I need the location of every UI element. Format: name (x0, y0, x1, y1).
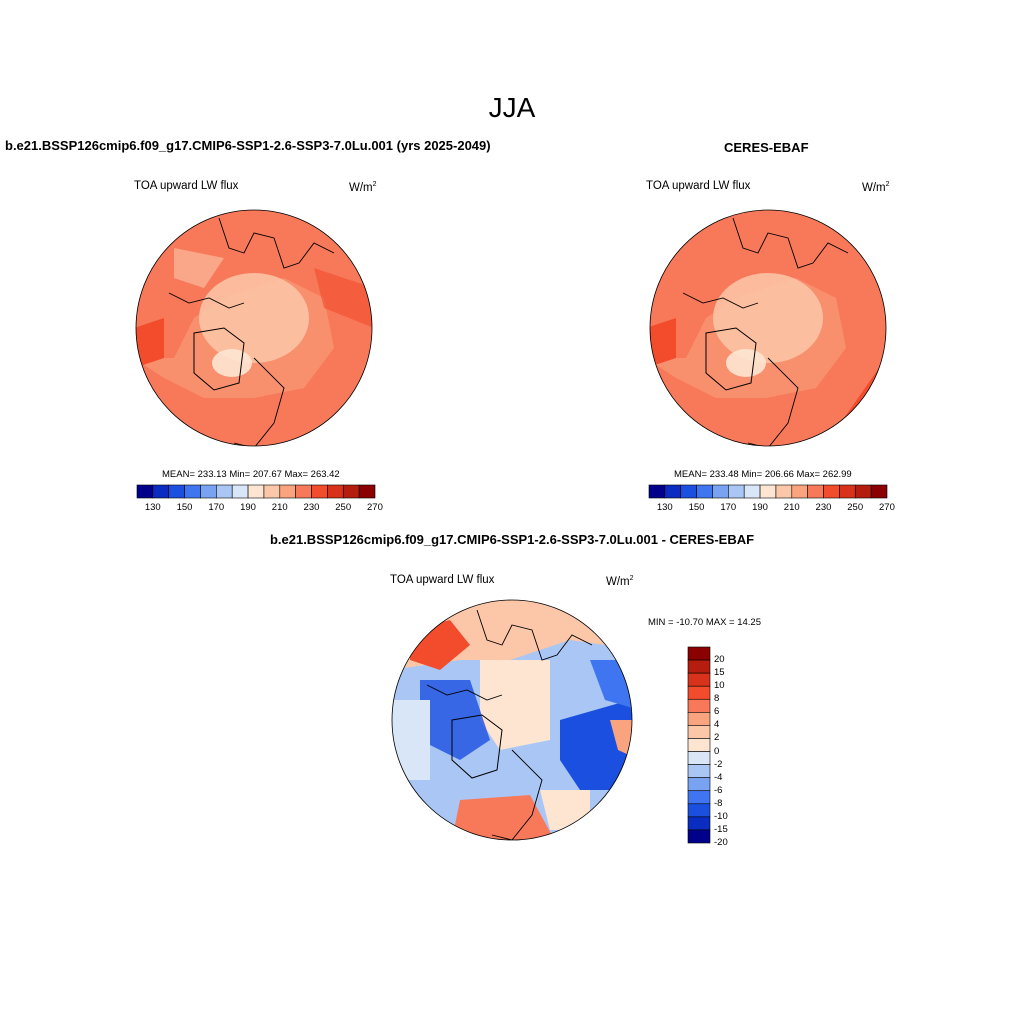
colorbar-tick-label: -10 (714, 810, 728, 822)
panel1-stats: MEAN= 233.13 Min= 207.67 Max= 263.42 (162, 469, 340, 480)
colorbar-box (327, 484, 344, 499)
panel2-variable-label: TOA upward LW flux (646, 180, 751, 192)
colorbar-box (759, 484, 777, 499)
colorbar-box (342, 484, 360, 499)
colorbar-tick-label: 150 (688, 502, 705, 513)
colorbar-tick-label: 10 (714, 680, 725, 692)
colorbar-box (687, 698, 711, 713)
colorbar-tick-label: 6 (714, 706, 720, 718)
panel3-units: W/m2 (606, 575, 634, 588)
colorbar-box (687, 764, 711, 778)
colorbar-box (263, 484, 281, 499)
panel1-units: W/m2 (349, 181, 377, 194)
panel3-title: b.e21.BSSP126cmip6.f09_g17.CMIP6-SSP1-2.… (269, 532, 755, 547)
colorbar-tick-label: 230 (303, 502, 320, 513)
colorbar-box (680, 484, 697, 499)
panel1-variable-label: TOA upward LW flux (134, 180, 239, 192)
colorbar-box (687, 712, 711, 726)
panel1-polar-map (135, 209, 373, 447)
colorbar-box (687, 790, 711, 805)
colorbar-box (791, 484, 808, 499)
panel3-variable-label: TOA upward LW flux (390, 574, 495, 586)
colorbar-box (687, 803, 711, 818)
colorbar-box (200, 484, 217, 499)
colorbar-box (687, 829, 711, 844)
colorbar-tick-label: 190 (240, 502, 256, 513)
colorbar-box (728, 484, 745, 499)
panel1-title: b.e21.BSSP126cmip6.f09_g17.CMIP6-SSP1-2.… (5, 138, 491, 153)
colorbar-box (687, 725, 711, 739)
colorbar-tick-label: 8 (714, 693, 720, 705)
colorbar-tick-label: 250 (847, 502, 864, 513)
colorbar-box (664, 484, 682, 499)
colorbar-box (648, 484, 666, 499)
colorbar-tick-label: 130 (144, 502, 161, 513)
colorbar-box (687, 777, 711, 792)
panel1-colorbar (136, 484, 376, 499)
colorbar-tick-label: 170 (720, 502, 737, 513)
colorbar-box (839, 484, 856, 499)
colorbar-box (687, 646, 711, 661)
colorbar-box (168, 484, 185, 499)
colorbar-box (152, 484, 170, 499)
colorbar-box (687, 751, 711, 765)
colorbar-box (854, 484, 872, 499)
colorbar-tick-label: 270 (367, 502, 383, 513)
colorbar-box (184, 484, 201, 499)
colorbar-box (687, 816, 711, 831)
panel2-stats: MEAN= 233.48 Min= 206.66 Max= 262.99 (674, 469, 852, 480)
colorbar-box (136, 484, 154, 499)
colorbar-box (216, 484, 233, 499)
colorbar-box (247, 484, 265, 499)
colorbar-box (696, 484, 713, 499)
colorbar-box (807, 484, 824, 499)
colorbar-tick-label: 130 (656, 502, 673, 513)
colorbar-tick-label: 190 (752, 502, 768, 513)
colorbar-tick-label: 0 (714, 745, 720, 757)
colorbar-tick-label: -2 (714, 758, 723, 770)
panel2-units: W/m2 (862, 181, 890, 194)
colorbar-box (687, 659, 711, 674)
colorbar-tick-label: 2 (714, 732, 720, 744)
panel2-title: CERES-EBAF (724, 140, 809, 155)
colorbar-box (712, 484, 729, 499)
colorbar-tick-label: -15 (714, 823, 728, 835)
colorbar-tick-label: 250 (335, 502, 352, 513)
colorbar-box (311, 484, 328, 499)
panel2-polar-map (649, 209, 887, 447)
colorbar-tick-label: -20 (714, 837, 728, 848)
colorbar-tick-label: -6 (714, 784, 723, 796)
colorbar-box (870, 484, 888, 499)
colorbar-tick-label: 210 (783, 502, 800, 513)
colorbar-box (687, 672, 711, 687)
panel3-colorbar (687, 646, 711, 844)
colorbar-tick-label: 20 (714, 654, 725, 666)
colorbar-box (775, 484, 793, 499)
panel3-polar-map (391, 599, 633, 841)
colorbar-box (279, 484, 296, 499)
colorbar-tick-label: 170 (208, 502, 225, 513)
colorbar-tick-label: 150 (176, 502, 193, 513)
colorbar-tick-label: 15 (714, 667, 725, 679)
colorbar-tick-label: 230 (815, 502, 832, 513)
colorbar-box (743, 484, 761, 499)
colorbar-box (687, 738, 711, 752)
colorbar-box (231, 484, 249, 499)
colorbar-tick-label: 270 (879, 502, 895, 513)
colorbar-box (823, 484, 840, 499)
colorbar-tick-label: 210 (271, 502, 288, 513)
colorbar-box (687, 685, 711, 700)
panel3-stats: MIN = -10.70 MAX = 14.25 (648, 617, 762, 628)
colorbar-tick-label: -4 (714, 771, 723, 783)
panel2-colorbar (648, 484, 888, 499)
colorbar-box (358, 484, 376, 499)
colorbar-box (295, 484, 312, 499)
season-title: JJA (488, 92, 536, 123)
colorbar-tick-label: -8 (714, 797, 723, 809)
colorbar-tick-label: 4 (714, 719, 720, 731)
